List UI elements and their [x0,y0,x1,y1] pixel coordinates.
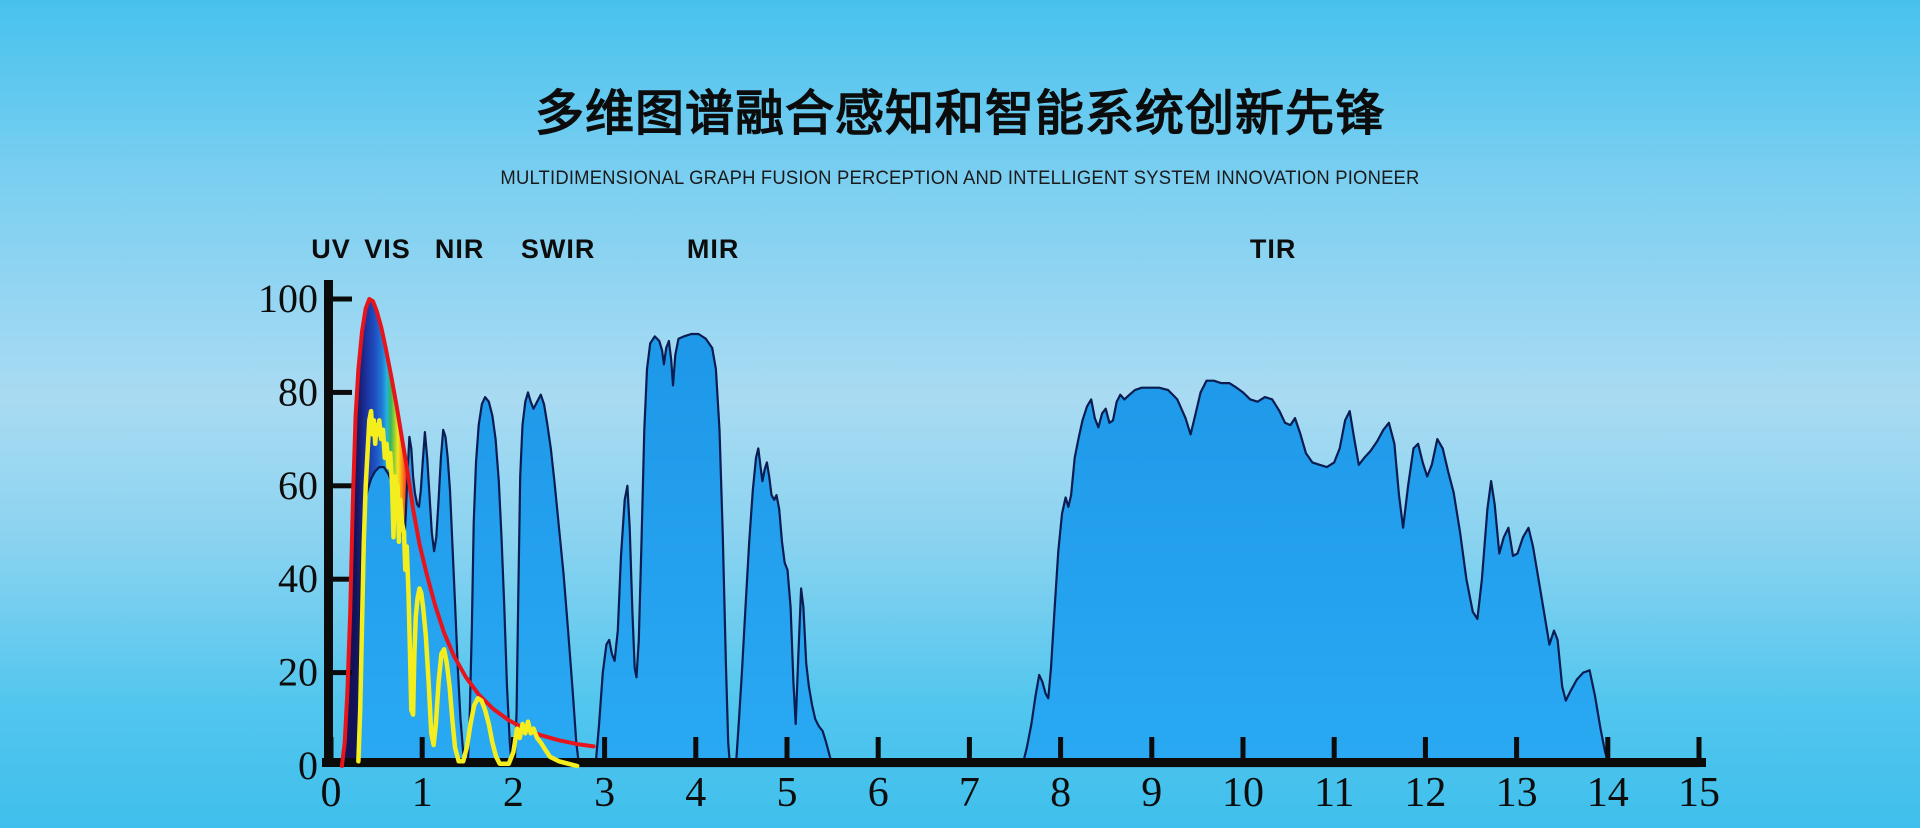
x-tick-label: 8 [1050,770,1071,816]
x-tick [1240,737,1246,758]
x-tick-label: 0 [321,770,342,816]
x-tick-label: 7 [959,770,980,816]
x-tick [419,737,425,758]
x-axis [322,758,1706,767]
x-tick-label: 12 [1404,770,1446,816]
x-tick-label: 9 [1141,770,1162,816]
y-axis [324,280,333,767]
y-tick-label: 0 [298,743,318,788]
x-tick [1514,737,1520,758]
x-tick-label: 4 [685,770,706,816]
x-tick-label: 5 [777,770,798,816]
y-tick [333,296,352,302]
y-tick [333,576,352,582]
x-tick [1696,737,1702,758]
x-tick-label: 14 [1587,770,1629,816]
x-tick-label: 6 [868,770,889,816]
x-tick-label: 10 [1222,770,1264,816]
x-tick [693,737,699,758]
band-label-uv: UV [311,234,351,264]
y-tick [333,389,352,395]
x-tick [328,737,334,758]
x-tick [1149,737,1155,758]
solar-irradiance-curve [356,408,580,769]
x-tick [1422,737,1428,758]
x-tick-label: 1 [412,770,433,816]
y-tick [333,670,352,676]
x-tick [602,737,608,758]
band-label-mir: MIR [687,234,740,264]
x-tick [966,737,972,758]
x-tick [875,737,881,758]
band-label-vis: VIS [364,234,411,264]
blackbody-curve [339,297,596,768]
x-tick-label: 3 [594,770,615,816]
band-label-swir: SWIR [521,234,596,264]
y-tick [333,483,352,489]
y-tick-label: 60 [278,463,318,508]
transmission-windows-area [355,332,1701,768]
x-tick [1058,737,1064,758]
x-tick-label: 13 [1496,770,1538,816]
y-tick-label: 20 [278,650,318,695]
x-tick-label: 15 [1678,770,1720,816]
x-tick-label: 2 [503,770,524,816]
x-tick-label: 11 [1314,770,1354,816]
x-tick [1605,737,1611,758]
page-subtitle: MULTIDIMENSIONAL GRAPH FUSION PERCEPTION… [500,168,1420,189]
y-tick-label: 40 [278,556,318,601]
band-label-tir: TIR [1250,234,1297,264]
x-tick [1331,737,1337,758]
x-tick [784,737,790,758]
y-tick-label: 80 [278,369,318,414]
page-title: 多维图谱融合感知和智能系统创新先锋 [534,87,1385,141]
band-label-nir: NIR [435,234,485,264]
y-tick-label: 100 [258,276,318,321]
